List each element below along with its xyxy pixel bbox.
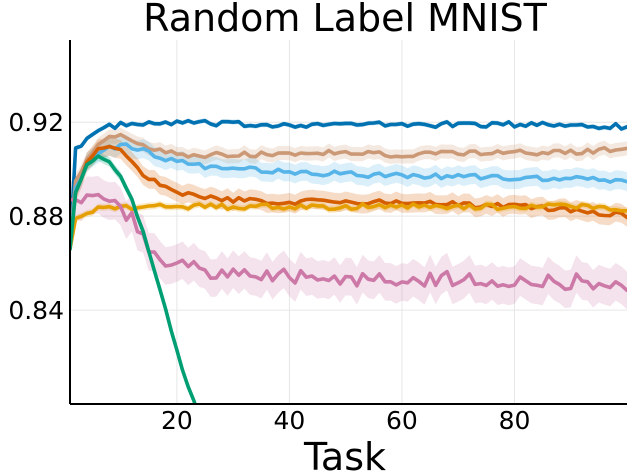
x-tick-label: 40 [274, 406, 306, 435]
chart-title: Random Label MNIST [143, 0, 548, 40]
grid-lines [70, 40, 627, 404]
y-tick-label: 0.92 [8, 108, 64, 137]
x-tick-label: 60 [386, 406, 418, 435]
series-band [70, 127, 627, 252]
series-line [70, 202, 627, 251]
series-line [70, 192, 627, 293]
axes [69, 40, 627, 405]
x-tick-label: 80 [499, 406, 531, 435]
series-line [70, 142, 627, 244]
series-band [70, 134, 627, 252]
series-line [70, 154, 197, 404]
series-band [70, 137, 627, 257]
tick-labels: 20 40 60 80 0.84 0.88 0.92 [8, 108, 530, 435]
y-tick-label: 0.88 [8, 202, 64, 231]
series-line [70, 132, 627, 247]
x-tick-label: 20 [161, 406, 193, 435]
y-tick-label: 0.84 [8, 296, 64, 325]
series-line [70, 118, 627, 251]
series-lines [70, 118, 627, 404]
x-axis-label: Task [303, 435, 386, 474]
